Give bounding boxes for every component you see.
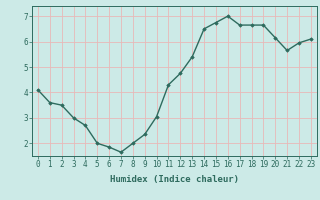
X-axis label: Humidex (Indice chaleur): Humidex (Indice chaleur) xyxy=(110,175,239,184)
